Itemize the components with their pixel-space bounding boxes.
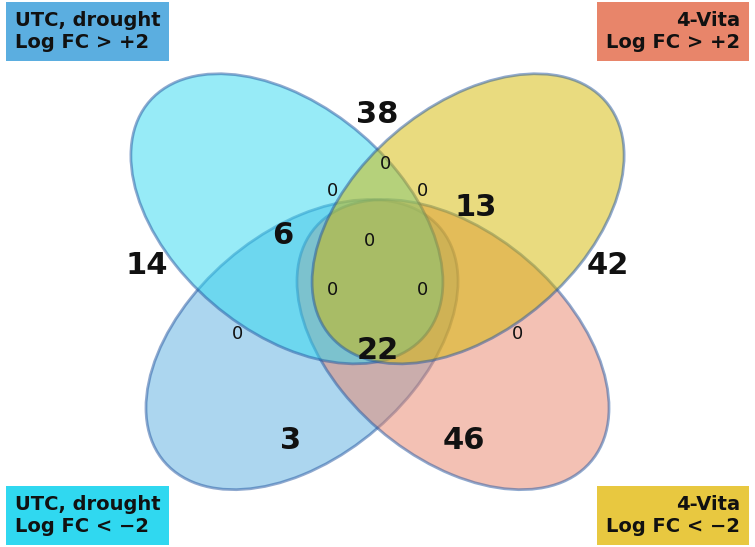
Text: 4-Vita
Log FC < −2: 4-Vita Log FC < −2 <box>606 495 740 536</box>
Text: 0: 0 <box>512 325 522 342</box>
Text: 38: 38 <box>356 100 399 130</box>
Ellipse shape <box>146 200 458 490</box>
Text: 6: 6 <box>273 220 294 250</box>
Text: 13: 13 <box>455 193 497 223</box>
Text: UTC, drought
Log FC < −2: UTC, drought Log FC < −2 <box>15 495 161 536</box>
Ellipse shape <box>297 200 609 490</box>
Text: 3: 3 <box>280 426 301 455</box>
Text: UTC, drought
Log FC > +2: UTC, drought Log FC > +2 <box>15 11 161 52</box>
Text: 46: 46 <box>443 426 485 455</box>
Text: 0: 0 <box>418 183 428 200</box>
Text: 0: 0 <box>327 183 337 200</box>
Ellipse shape <box>312 74 624 364</box>
Text: 0: 0 <box>365 232 375 249</box>
Text: 0: 0 <box>233 325 243 342</box>
Ellipse shape <box>131 74 443 364</box>
Text: 42: 42 <box>587 251 629 280</box>
Text: 0: 0 <box>327 281 337 299</box>
Text: 0: 0 <box>418 281 428 299</box>
Text: 0: 0 <box>380 155 390 173</box>
Text: 22: 22 <box>356 335 399 365</box>
Text: 4-Vita
Log FC > +2: 4-Vita Log FC > +2 <box>606 11 740 52</box>
Text: 14: 14 <box>126 251 168 280</box>
